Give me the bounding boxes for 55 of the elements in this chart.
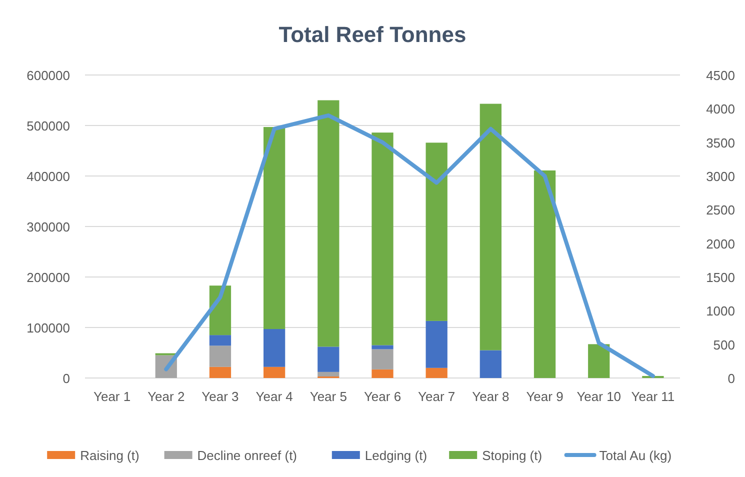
x-tick-label: Year 4 <box>256 389 293 404</box>
x-tick-label: Year 5 <box>310 389 347 404</box>
bar <box>318 100 340 347</box>
bar <box>372 345 394 350</box>
bar <box>426 142 448 321</box>
x-tick-label: Year 11 <box>631 389 675 404</box>
x-tick-label: Year 10 <box>576 389 622 404</box>
legend-label: Stoping (t) <box>482 448 542 463</box>
bar <box>534 170 556 378</box>
y2-tick-label: 2000 <box>706 236 735 252</box>
x-tick-label: Year 9 <box>526 389 564 404</box>
bar <box>209 366 232 378</box>
bar <box>480 350 502 378</box>
x-tick-label: Year 6 <box>364 389 402 404</box>
chart-title: Total Reef Tonnes <box>278 22 466 47</box>
legend-label: Ledging (t) <box>364 448 428 463</box>
y2-tick-label: 4000 <box>706 102 735 117</box>
y-tick-label: 500000 <box>26 118 70 134</box>
y2-tick-label: 1500 <box>706 270 735 285</box>
y2-tick-label: 1000 <box>706 304 735 319</box>
x-tick-label: Year 8 <box>472 389 510 404</box>
bar <box>264 366 286 378</box>
bar <box>318 346 340 372</box>
bar <box>426 320 448 368</box>
bar <box>372 132 394 346</box>
legend-label: Total Au (kg) <box>599 448 672 463</box>
y-tick-label: 300000 <box>26 220 70 234</box>
y-tick-label: 100000 <box>26 320 70 336</box>
bar <box>480 104 502 350</box>
bar <box>372 369 394 378</box>
y2-tick-label: 0 <box>728 371 735 386</box>
y2-tick-label: 4500 <box>706 68 735 83</box>
y2-tick-label: 3500 <box>706 135 735 150</box>
x-tick-label: Year 2 <box>148 389 185 404</box>
bar <box>264 127 286 330</box>
y2-tick-label: 3000 <box>706 169 735 184</box>
bar <box>264 329 286 367</box>
y-tick-label: 0 <box>62 371 70 386</box>
bar <box>209 335 232 346</box>
bar <box>209 346 232 367</box>
x-tick-label: Year 1 <box>93 389 131 404</box>
y2-tick-label: 500 <box>713 337 735 352</box>
x-tick-label: Year 7 <box>418 389 456 404</box>
y-tick-label: 400000 <box>26 169 70 184</box>
legend-label: Raising (t) <box>80 448 140 463</box>
bar <box>588 344 610 378</box>
bar <box>372 349 394 370</box>
legend-label: Decline onreef (t) <box>197 448 298 463</box>
line-series <box>164 113 655 378</box>
y2-tick-label: 2500 <box>706 202 735 218</box>
bar <box>426 368 448 378</box>
y-tick-label: 200000 <box>26 270 70 285</box>
x-tick-label: Year 3 <box>202 389 239 404</box>
y-tick-label: 600000 <box>26 68 70 83</box>
bar <box>318 372 340 376</box>
